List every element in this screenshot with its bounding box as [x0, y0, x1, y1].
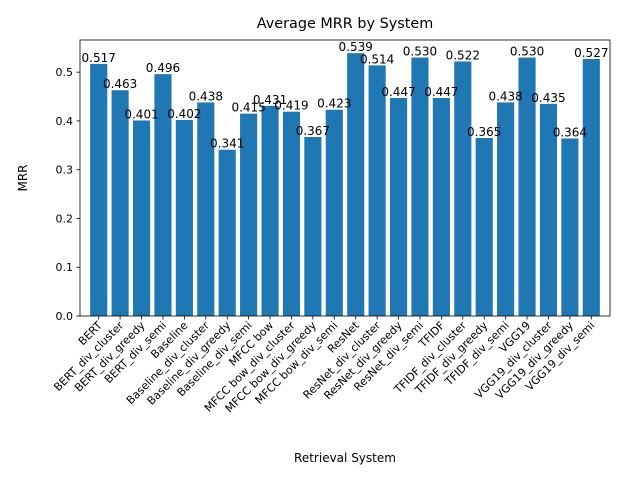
y-tick-label: 0.3 [56, 164, 74, 177]
bar [347, 53, 365, 316]
bar-value-label: 0.401 [124, 107, 158, 121]
bar-value-label: 0.419 [274, 99, 308, 113]
bar-value-label: 0.423 [317, 97, 351, 111]
bar [432, 98, 450, 317]
bar [497, 102, 515, 316]
bar-value-label: 0.522 [446, 48, 480, 62]
bar-value-label: 0.530 [510, 45, 544, 59]
x-axis-label: Retrieval System [294, 451, 396, 465]
bars-group [90, 53, 600, 317]
bar [561, 138, 579, 316]
bar-value-label: 0.341 [210, 137, 244, 151]
bar [111, 90, 129, 316]
bar-value-label: 0.431 [253, 93, 287, 107]
bar [539, 103, 558, 317]
bar-value-label: 0.402 [167, 107, 201, 121]
bar-value-label: 0.530 [403, 45, 437, 59]
bar [154, 74, 172, 316]
bar [90, 63, 108, 316]
bar-value-label: 0.364 [553, 126, 587, 140]
bar [132, 120, 151, 316]
bar [175, 119, 193, 316]
bar-value-label: 0.367 [296, 124, 330, 138]
bar-value-label: 0.447 [381, 85, 415, 99]
y-tick-label: 0.1 [56, 261, 74, 274]
value-labels-group: 0.517 0.463 0.401 0.496 0.402 0.438 0.341 0.415… [82, 40, 609, 151]
y-axis-label: MRR [16, 164, 30, 191]
bar [389, 98, 408, 317]
bar [304, 137, 322, 316]
bar [582, 59, 600, 316]
bar [261, 105, 279, 317]
bar [518, 57, 536, 316]
chart-title: Average MRR by System [257, 16, 434, 32]
bar-value-label: 0.517 [82, 51, 116, 65]
bar-value-label: 0.438 [488, 89, 522, 103]
bar [454, 61, 472, 317]
bar-value-label: 0.447 [424, 85, 458, 99]
y-tick-label: 0.5 [56, 66, 74, 79]
y-tick-label: 0.4 [56, 115, 74, 128]
bar-value-label: 0.438 [189, 89, 223, 103]
bar [411, 57, 429, 316]
bar [197, 102, 215, 316]
bar-value-label: 0.365 [467, 125, 501, 139]
y-tick-label: 0.0 [56, 310, 74, 323]
bar-value-label: 0.527 [574, 46, 608, 60]
bar-value-label: 0.496 [146, 61, 180, 75]
bar [475, 138, 493, 316]
bar [325, 109, 343, 316]
y-tick-label: 0.2 [56, 212, 74, 225]
bar [240, 113, 258, 316]
bar-value-label: 0.415 [231, 101, 265, 115]
bar-value-label: 0.514 [360, 52, 394, 66]
bar [368, 65, 386, 316]
bar-value-label: 0.463 [103, 77, 137, 91]
plot-frame [79, 39, 611, 317]
bar [218, 149, 236, 316]
bar-value-label: 0.539 [339, 40, 373, 54]
y-axis: 0.0 0.1 0.2 0.3 0.4 0.5 [56, 66, 80, 323]
bar-value-label: 0.435 [531, 91, 565, 105]
bar [282, 111, 301, 316]
